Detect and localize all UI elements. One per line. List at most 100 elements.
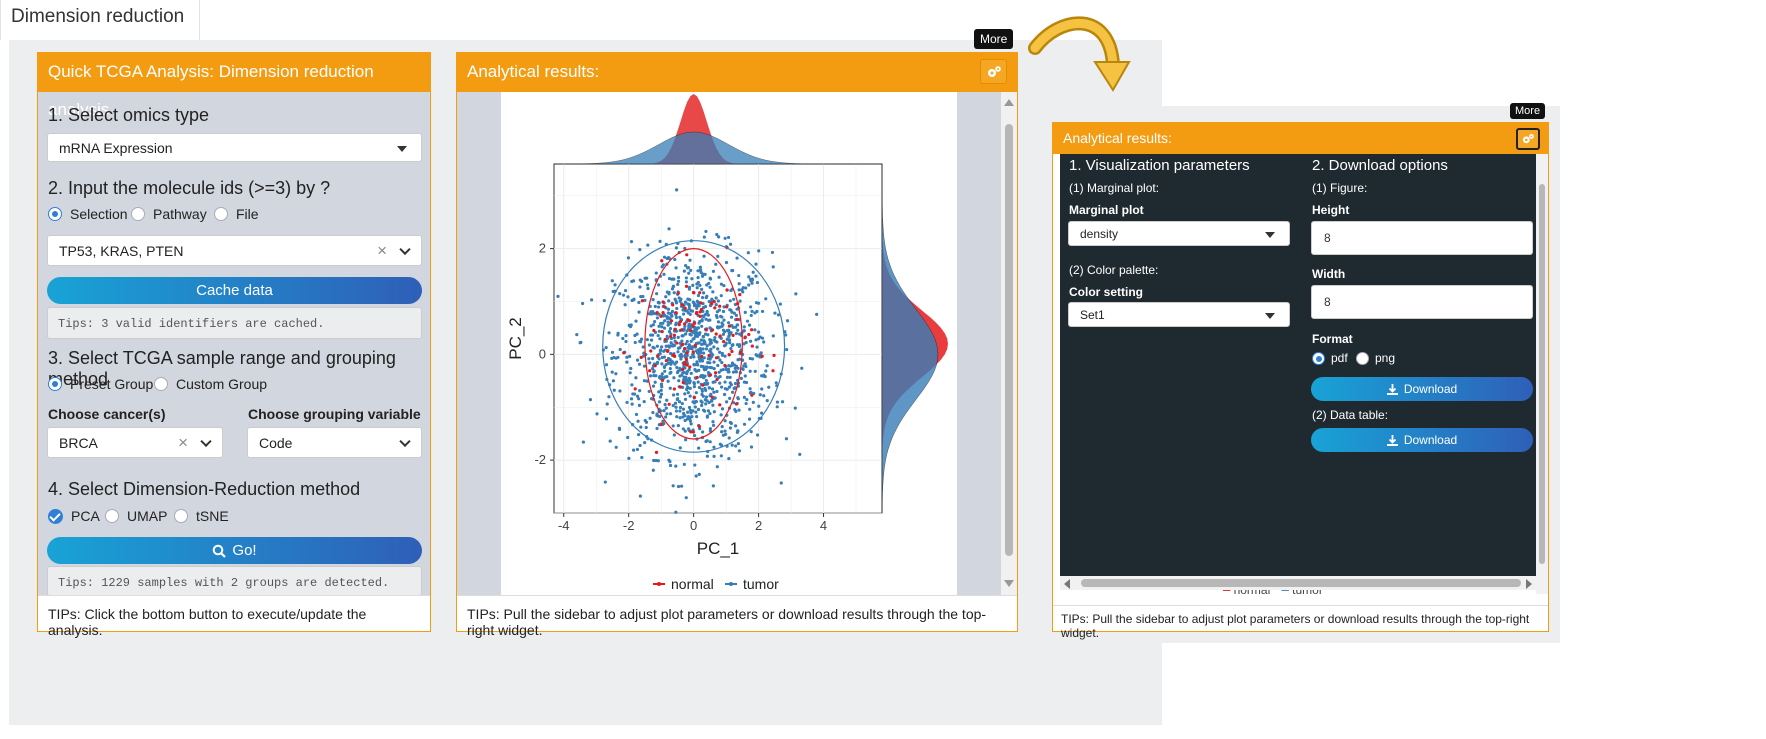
point-tumor — [667, 276, 672, 281]
point-tumor — [635, 447, 640, 452]
format-pdf[interactable]: pdf — [1312, 351, 1348, 365]
point-normal — [760, 354, 764, 358]
point-tumor — [703, 340, 707, 344]
point-tumor — [700, 324, 704, 328]
clear-icon[interactable]: × — [178, 432, 188, 452]
point-tumor — [648, 374, 653, 378]
point-tumor — [610, 370, 614, 374]
point-tumor — [722, 330, 727, 334]
tab-dimension-reduction[interactable]: Dimension reduction — [0, 0, 200, 40]
figure-section: (1) Figure: — [1312, 181, 1368, 195]
point-normal — [727, 324, 731, 328]
radio-file[interactable]: File — [214, 206, 259, 222]
scroll-right-arrow[interactable] — [1526, 579, 1532, 589]
radio-unchecked-icon — [154, 377, 168, 391]
method-pca[interactable]: PCA — [48, 508, 100, 524]
point-tumor — [730, 443, 734, 447]
point-tumor — [690, 347, 694, 351]
download-figure-button[interactable]: Download — [1311, 377, 1533, 401]
point-normal — [712, 300, 716, 304]
clear-icon[interactable]: × — [377, 240, 387, 260]
results-scrollbar[interactable] — [1001, 92, 1017, 597]
grouping-select[interactable]: Code — [247, 427, 422, 458]
point-tumor — [696, 280, 700, 285]
point-tumor — [684, 496, 688, 500]
more-gear-button[interactable] — [980, 59, 1007, 84]
point-tumor — [676, 350, 680, 354]
marginal-select[interactable]: density — [1068, 221, 1290, 246]
point-tumor — [657, 329, 661, 333]
point-tumor — [733, 325, 738, 329]
scroll-up-arrow[interactable] — [1004, 99, 1014, 106]
point-tumor — [750, 309, 754, 313]
molecule-ids-select[interactable]: TP53, KRAS, PTEN × — [47, 235, 422, 266]
point-tumor — [718, 358, 722, 362]
point-tumor — [664, 344, 668, 348]
point-tumor — [701, 291, 706, 295]
cache-data-button[interactable]: Cache data — [47, 277, 422, 304]
point-normal — [661, 310, 665, 315]
point-tumor — [734, 313, 738, 317]
point-normal — [699, 301, 703, 305]
point-tumor — [771, 334, 775, 338]
download-table-button[interactable]: Download — [1311, 428, 1533, 452]
x-tick-label: 0 — [690, 518, 697, 533]
cache-data-label: Cache data — [196, 282, 273, 299]
point-tumor — [662, 272, 666, 276]
point-tumor — [687, 285, 692, 289]
point-tumor — [659, 382, 664, 386]
method-umap[interactable]: UMAP — [105, 508, 167, 524]
scroll-down-arrow[interactable] — [1004, 580, 1014, 587]
zoom-horizontal-scrollbar[interactable] — [1060, 576, 1536, 590]
point-tumor — [720, 430, 724, 434]
point-normal — [659, 422, 663, 426]
point-tumor — [685, 387, 689, 392]
point-tumor — [703, 409, 707, 413]
point-tumor — [736, 396, 740, 400]
point-normal — [695, 310, 699, 315]
point-tumor — [700, 319, 704, 323]
point-normal — [772, 353, 776, 357]
step1-heading: 1. Select omics type — [48, 105, 210, 125]
point-tumor — [798, 452, 802, 456]
point-tumor — [707, 357, 712, 361]
point-tumor — [743, 374, 747, 378]
zoom-more-gear-button[interactable] — [1516, 128, 1540, 150]
point-tumor — [734, 444, 738, 448]
scroll-left-arrow[interactable] — [1064, 579, 1070, 589]
point-tumor — [688, 258, 692, 262]
point-normal — [698, 291, 702, 295]
point-tumor — [747, 323, 752, 327]
omics-type-select[interactable]: mRNA Expression — [47, 133, 422, 162]
radio-pathway[interactable]: Pathway — [131, 206, 207, 222]
method-tsne[interactable]: tSNE — [174, 508, 229, 524]
point-normal — [747, 332, 751, 337]
chevron-down-icon — [200, 435, 212, 447]
scroll-thumb[interactable] — [1081, 579, 1521, 587]
width-input[interactable]: 8 — [1311, 285, 1533, 319]
go-button[interactable]: Go! — [47, 537, 422, 564]
point-tumor — [618, 389, 622, 393]
point-normal — [674, 311, 678, 315]
zoom-vertical-scrollbar[interactable] — [1536, 154, 1548, 594]
scroll-thumb[interactable] — [1005, 124, 1013, 556]
cancer-select[interactable]: BRCA × — [47, 427, 223, 458]
radio-preset-group[interactable]: Preset Group — [48, 376, 153, 392]
point-normal — [656, 354, 660, 358]
point-tumor — [729, 346, 733, 351]
point-tumor — [670, 309, 675, 314]
radio-custom-group[interactable]: Custom Group — [154, 376, 267, 392]
point-tumor — [737, 282, 741, 286]
point-tumor — [703, 272, 707, 276]
format-png[interactable]: png — [1356, 351, 1395, 365]
point-tumor — [629, 323, 633, 327]
height-input[interactable]: 8 — [1311, 221, 1533, 255]
point-tumor — [621, 336, 625, 341]
color-select[interactable]: Set1 — [1068, 302, 1290, 327]
point-tumor — [651, 298, 655, 302]
radio-selection[interactable]: Selection — [48, 206, 128, 222]
point-tumor — [720, 424, 724, 429]
point-tumor — [717, 275, 721, 279]
point-tumor — [779, 481, 783, 485]
scroll-thumb[interactable] — [1539, 184, 1545, 564]
